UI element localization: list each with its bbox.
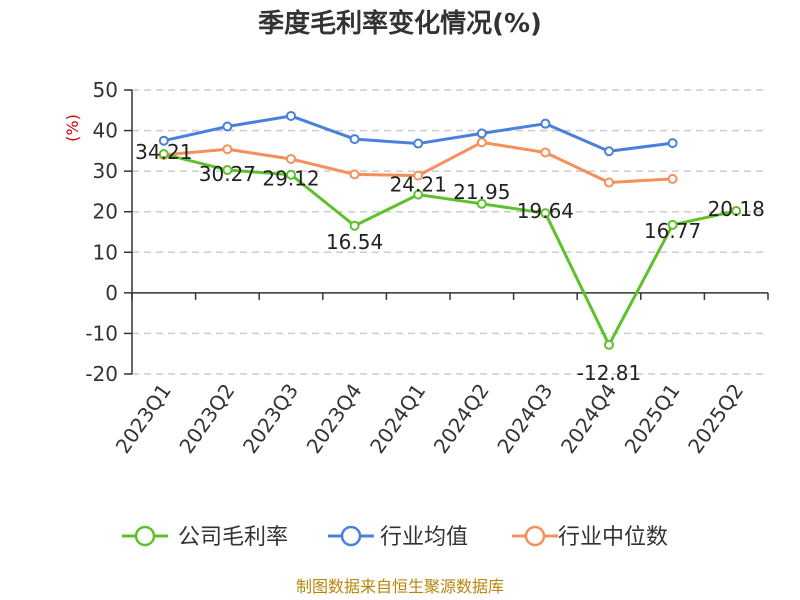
data-point <box>476 198 487 209</box>
legend-label: 公司毛利率 <box>178 525 288 550</box>
data-label: 16.77 <box>644 219 701 243</box>
chart-title: 季度毛利率变化情况(%) <box>258 8 542 39</box>
data-point <box>413 170 424 181</box>
data-label: 34.21 <box>135 140 192 164</box>
data-point <box>286 110 296 121</box>
data-label: 19.64 <box>517 199 574 223</box>
data-label: 24.21 <box>390 173 447 197</box>
data-point <box>476 137 487 148</box>
data-point <box>540 147 551 158</box>
data-label: -12.81 <box>577 361 641 385</box>
y-tick-label: 40 <box>93 119 118 143</box>
legend-marker <box>524 525 546 547</box>
data-label: 30.27 <box>199 162 256 186</box>
data-point <box>349 220 360 231</box>
x-tick-label: 2024Q2 <box>429 379 494 458</box>
data-point <box>604 339 614 350</box>
data-point <box>667 138 678 149</box>
y-tick-label: 0 <box>105 281 118 305</box>
data-label: 21.95 <box>453 180 510 204</box>
legend-marker <box>340 525 362 547</box>
y-tick-label: 30 <box>93 159 118 183</box>
data-label: 20.18 <box>708 197 765 221</box>
data-point <box>349 169 360 180</box>
x-tick-label: 2023Q2 <box>174 379 239 458</box>
y-tick-label: 20 <box>93 200 118 224</box>
data-point <box>158 135 169 146</box>
series-line <box>163 152 737 347</box>
legend-label: 行业中位数 <box>558 525 668 550</box>
data-point <box>222 121 233 132</box>
x-tick-label: 2024Q1 <box>365 379 430 458</box>
data-point <box>222 165 233 176</box>
data-point <box>413 138 424 149</box>
data-point <box>286 153 296 164</box>
data-label: 29.12 <box>262 167 319 191</box>
data-point <box>667 173 678 184</box>
x-tick-label: 2025Q1 <box>620 379 685 458</box>
data-point <box>286 169 296 180</box>
data-point <box>413 189 424 200</box>
data-point <box>604 177 614 188</box>
legend-label: 行业均值 <box>380 525 468 550</box>
x-tick-label: 2023Q3 <box>238 379 303 458</box>
y-tick-label: -20 <box>85 362 118 386</box>
data-point <box>604 146 614 157</box>
x-tick-label: 2024Q4 <box>556 379 621 458</box>
data-point <box>731 205 742 216</box>
x-tick-label: 2025Q2 <box>683 379 748 458</box>
y-axis-unit: (%) <box>63 114 82 142</box>
legend: 公司毛利率 行业均值 行业中位数 <box>122 525 668 550</box>
data-point <box>349 134 360 145</box>
x-tick-label: 2024Q3 <box>492 379 557 458</box>
data-point <box>476 128 487 139</box>
data-point <box>222 144 233 155</box>
data-point <box>158 149 169 160</box>
y-tick-label: 50 <box>93 78 118 102</box>
source-note: 制图数据来自恒生聚源数据库 <box>296 577 504 596</box>
data-markers <box>158 110 742 350</box>
data-labels: 34.21 30.27 29.12 16.54 24.21 21.95 19.64 -12.8… <box>135 140 765 385</box>
data-label: 16.54 <box>326 230 383 254</box>
data-point <box>667 219 678 230</box>
grid-lines <box>132 89 768 375</box>
y-tick-label: -10 <box>85 321 118 345</box>
data-point <box>540 118 551 129</box>
legend-marker <box>134 525 156 547</box>
y-tick-label: 10 <box>93 240 118 264</box>
data-point <box>540 208 551 219</box>
x-tick-label: 2023Q1 <box>111 379 176 458</box>
x-tick-label: 2023Q4 <box>302 379 367 458</box>
